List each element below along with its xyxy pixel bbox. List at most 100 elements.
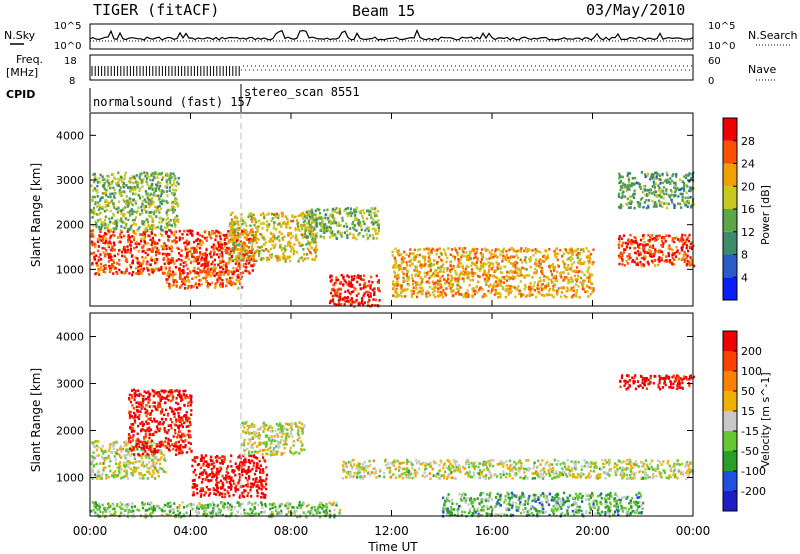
echo-cell xyxy=(352,220,355,224)
echo-cell xyxy=(95,178,98,182)
echo-cell xyxy=(153,477,156,480)
echo-cell xyxy=(276,214,279,217)
echo-cell xyxy=(618,205,621,209)
echo-cell xyxy=(91,477,94,480)
echo-cell xyxy=(126,441,129,444)
echo-cell xyxy=(518,292,521,296)
echo-cell xyxy=(129,251,132,254)
echo-cell xyxy=(237,279,240,283)
echo-cell xyxy=(133,177,137,180)
echo-cell xyxy=(377,279,380,282)
echo-cell xyxy=(138,414,141,417)
echo-cell xyxy=(113,443,116,446)
echo-cell xyxy=(247,215,250,219)
echo-cell xyxy=(523,283,527,287)
echo-cell xyxy=(355,206,358,210)
echo-cell xyxy=(327,216,330,220)
echo-cell xyxy=(349,292,352,296)
echo-cell xyxy=(142,452,145,456)
echo-cell xyxy=(131,273,134,277)
echo-cell xyxy=(476,266,479,270)
echo-cell xyxy=(528,274,531,277)
echo-cell xyxy=(570,247,573,250)
echo-cell xyxy=(548,293,551,296)
echo-cell xyxy=(118,268,121,272)
echo-cell xyxy=(106,200,109,203)
echo-cell xyxy=(248,272,251,275)
echo-cell xyxy=(201,240,204,243)
echo-cell xyxy=(485,257,488,261)
echo-cell xyxy=(583,260,586,264)
echo-cell xyxy=(123,461,126,464)
echo-cell xyxy=(148,273,151,276)
echo-cell xyxy=(494,276,497,279)
echo-cell xyxy=(403,250,406,254)
echo-cell xyxy=(446,256,449,260)
echo-cell xyxy=(120,270,123,274)
echo-cell xyxy=(143,436,146,439)
echo-cell xyxy=(472,290,475,293)
echo-cell xyxy=(189,250,192,253)
echo-cell xyxy=(358,283,361,286)
echo-cell xyxy=(148,433,151,436)
echo-cell xyxy=(435,274,438,277)
echo-cell xyxy=(280,232,283,236)
echo-cell xyxy=(356,276,359,279)
echo-cell xyxy=(459,286,462,289)
echo-cell xyxy=(117,240,120,244)
echo-cell xyxy=(180,399,183,402)
echo-cell xyxy=(366,237,369,241)
echo-cell xyxy=(450,274,453,278)
echo-cell xyxy=(495,292,499,296)
echo-cell xyxy=(127,433,131,436)
echo-cell xyxy=(492,262,495,266)
echo-cell xyxy=(311,238,314,242)
echo-cell xyxy=(94,178,97,181)
echo-cell xyxy=(351,222,354,226)
echo-cell xyxy=(416,281,419,285)
echo-cell xyxy=(193,247,196,250)
echo-cell xyxy=(250,239,253,243)
echo-cell xyxy=(242,228,245,232)
echo-cell xyxy=(124,217,127,221)
echo-cell xyxy=(154,420,157,423)
echo-cell xyxy=(270,232,273,236)
echo-cell xyxy=(639,251,642,255)
echo-cell xyxy=(144,397,148,401)
echo-cell xyxy=(660,239,664,243)
echo-cell xyxy=(519,280,522,283)
echo-cell xyxy=(146,427,149,431)
echo-cell xyxy=(139,172,142,176)
echo-cell xyxy=(135,405,138,409)
echo-cell xyxy=(230,220,233,223)
echo-cell xyxy=(662,253,665,257)
echo-cell xyxy=(624,241,627,245)
echo-cell xyxy=(622,251,625,254)
echo-cell xyxy=(629,206,632,209)
echo-cell xyxy=(159,207,162,210)
echo-cell xyxy=(141,420,144,424)
echo-cell xyxy=(248,251,251,254)
echo-cell xyxy=(440,265,443,268)
echo-cell xyxy=(242,258,245,261)
echo-cell xyxy=(108,220,111,224)
echo-cell xyxy=(328,225,331,229)
echo-cell xyxy=(227,281,230,285)
echo-cell xyxy=(231,246,234,250)
echo-cell xyxy=(128,397,131,400)
echo-cell xyxy=(210,281,214,285)
echo-cell xyxy=(142,244,145,248)
echo-cell xyxy=(619,203,622,207)
echo-cell xyxy=(140,407,143,410)
echo-cell xyxy=(131,473,134,477)
echo-cell xyxy=(114,451,117,454)
echo-cell xyxy=(235,260,239,264)
echo-cell xyxy=(647,234,650,237)
echo-cell xyxy=(621,253,624,256)
echo-cell xyxy=(95,462,98,466)
echo-cell xyxy=(519,258,522,262)
echo-cell xyxy=(496,256,499,259)
echo-cell xyxy=(366,293,369,297)
echo-cell xyxy=(148,234,151,238)
echo-cell xyxy=(125,223,128,226)
